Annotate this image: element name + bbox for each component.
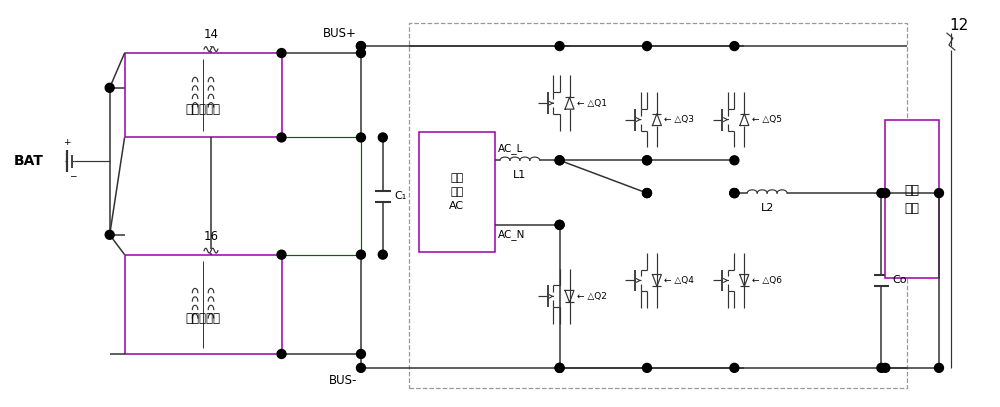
Text: BUS-: BUS- [329, 374, 357, 387]
Circle shape [277, 250, 286, 259]
Circle shape [643, 156, 651, 165]
Circle shape [877, 363, 886, 372]
Circle shape [277, 350, 286, 359]
Circle shape [881, 188, 890, 197]
Circle shape [356, 42, 365, 50]
Circle shape [877, 188, 886, 197]
Circle shape [356, 350, 365, 359]
Text: ← △Q5: ← △Q5 [752, 115, 782, 124]
Circle shape [356, 133, 365, 142]
Text: 14: 14 [203, 28, 218, 41]
Circle shape [356, 250, 365, 259]
Circle shape [555, 156, 564, 165]
Circle shape [555, 42, 564, 50]
Bar [125, 53, 282, 138]
Text: ← △Q4: ← △Q4 [664, 276, 694, 285]
Circle shape [555, 156, 564, 165]
Text: BUS+: BUS+ [323, 27, 357, 40]
Circle shape [555, 363, 564, 372]
Text: ← △Q2: ← △Q2 [577, 292, 607, 301]
Text: 交流
电源
AC: 交流 电源 AC [449, 173, 464, 211]
Text: Co: Co [893, 276, 907, 285]
Text: L2: L2 [760, 203, 774, 213]
Circle shape [555, 220, 564, 229]
Circle shape [555, 220, 564, 229]
Circle shape [378, 133, 387, 142]
Circle shape [356, 363, 365, 372]
Bar [125, 255, 282, 354]
Circle shape [378, 250, 387, 259]
Circle shape [356, 48, 365, 57]
Circle shape [277, 48, 286, 57]
Circle shape [935, 188, 943, 197]
Circle shape [730, 188, 739, 197]
Text: BAT: BAT [13, 154, 43, 168]
Circle shape [881, 363, 890, 372]
Circle shape [730, 363, 739, 372]
Circle shape [643, 188, 651, 197]
Circle shape [643, 156, 651, 165]
Circle shape [730, 188, 739, 197]
Circle shape [643, 363, 651, 372]
Circle shape [730, 156, 739, 165]
Bar [885, 120, 939, 278]
Bar [409, 23, 907, 388]
Text: 16: 16 [203, 230, 218, 243]
Text: −: − [69, 171, 76, 180]
Circle shape [935, 363, 943, 372]
Text: L1: L1 [513, 170, 526, 180]
Circle shape [643, 42, 651, 50]
Bar [419, 133, 495, 252]
Text: 充电器电路: 充电器电路 [186, 103, 221, 116]
Text: ← △Q1: ← △Q1 [577, 98, 607, 108]
Text: 放电器电路: 放电器电路 [186, 312, 221, 325]
Circle shape [555, 363, 564, 372]
Circle shape [277, 133, 286, 142]
Text: AC_N: AC_N [498, 229, 525, 240]
Circle shape [105, 230, 114, 239]
Text: AC_L: AC_L [498, 143, 523, 154]
Circle shape [730, 42, 739, 50]
Text: 输出
负载: 输出 负载 [905, 184, 920, 214]
Text: +: + [63, 138, 71, 147]
Text: 12: 12 [949, 18, 968, 33]
Text: ← △Q3: ← △Q3 [664, 115, 694, 124]
Text: ← △Q6: ← △Q6 [752, 276, 782, 285]
Circle shape [643, 188, 651, 197]
Circle shape [105, 83, 114, 92]
Text: C₁: C₁ [395, 191, 407, 201]
Circle shape [356, 42, 365, 50]
Circle shape [730, 188, 739, 197]
